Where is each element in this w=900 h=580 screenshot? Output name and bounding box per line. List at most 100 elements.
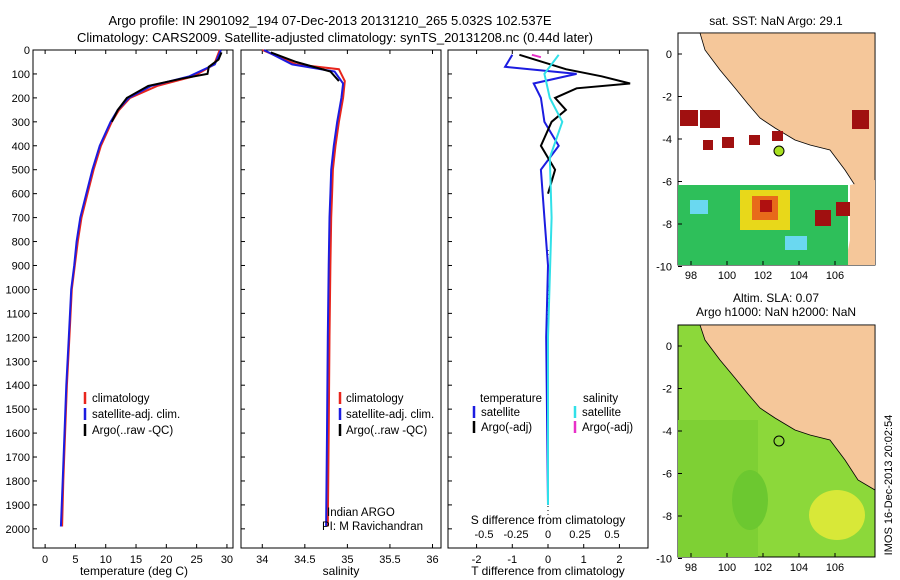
- series-line-Argo(-adj): [519, 53, 631, 194]
- y-tick-label: 1400: [6, 380, 30, 392]
- y-tick-label: 200: [12, 93, 30, 105]
- y-tick-label: 1900: [6, 500, 30, 512]
- temperature-legend: climatology satellite-adj. clim. Argo(..…: [83, 392, 180, 437]
- legend-temp-satellite: satellite: [481, 407, 520, 419]
- y-tick-label: 600: [12, 189, 30, 201]
- map-y-tick-label: -8: [662, 511, 672, 523]
- legend-temperature-title: temperature: [480, 393, 542, 405]
- series-line-satellite-adj. clim.: [263, 49, 345, 527]
- map-y-tick-label: -6: [662, 469, 672, 481]
- legend-satellite-adj: satellite-adj. clim.: [92, 409, 180, 421]
- sla-map-title-1: Altim. SLA: 0.07: [733, 291, 819, 305]
- map-y-tick-label: -2: [662, 384, 672, 396]
- x-tick-top-label: 0.5: [604, 529, 619, 541]
- x-tick-top-label: -0.5: [475, 529, 494, 541]
- x-tick-label: 30: [221, 554, 233, 566]
- map-x-tick-label: 100: [718, 562, 736, 574]
- map-x-tick-label: 100: [718, 270, 736, 282]
- x-tick-label: 20: [160, 554, 172, 566]
- map-y-tick-label: -2: [662, 92, 672, 104]
- legend-climatology: climatology: [346, 393, 404, 405]
- series-line-climatology: [261, 49, 346, 527]
- sst-map-title: sat. SST: NaN Argo: 29.1: [709, 14, 843, 28]
- y-tick-label: 0: [24, 45, 30, 57]
- x-tick-label: 0: [42, 554, 48, 566]
- sst-map-ticks: 98 100 102 104 106 0 -2 -4 -6 -8 -10: [656, 49, 844, 282]
- y-tick-label: 2000: [6, 524, 30, 536]
- legend-argo: Argo(..raw -QC): [346, 425, 427, 437]
- header-line-1: Argo profile: IN 2901092_194 07-Dec-2013…: [108, 13, 551, 28]
- map-x-tick-label: 102: [754, 270, 772, 282]
- x-tick-label: 34.5: [294, 554, 315, 566]
- series-line-Argo(..raw -QC): [270, 51, 340, 82]
- difference-xlabel-top: S difference from climatology: [471, 513, 626, 527]
- y-tick-label: 400: [12, 141, 30, 153]
- map-x-tick-label: 104: [790, 270, 808, 282]
- salinity-panel: [240, 49, 442, 549]
- legend-climatology: climatology: [92, 393, 150, 405]
- x-tick-label: -1: [507, 554, 517, 566]
- difference-legend: temperature salinity satellite Argo(-adj…: [472, 393, 633, 434]
- map-x-tick-label: 98: [685, 270, 697, 282]
- y-tick-label: 1600: [6, 428, 30, 440]
- header-line-2: Climatology: CARS2009. Satellite-adjuste…: [77, 30, 593, 45]
- y-tick-label: 1000: [6, 284, 30, 296]
- y-tick-label: 1800: [6, 476, 30, 488]
- y-tick-label: 500: [12, 165, 30, 177]
- y-tick-label: 100: [12, 69, 30, 81]
- x-tick-label: 10: [100, 554, 112, 566]
- map-y-tick-label: -4: [662, 134, 672, 146]
- x-tick-label: 35: [341, 554, 353, 566]
- sst-map: [677, 32, 876, 266]
- legend-salinity-title: salinity: [583, 393, 618, 405]
- map-y-tick-label: -6: [662, 177, 672, 189]
- chart-marks: 0 5 10 15 20 25 300100200300400500600700800900…: [6, 45, 631, 566]
- argo-location-marker: [773, 435, 785, 447]
- x-tick-label: 0: [545, 554, 551, 566]
- map-y-tick-label: 0: [666, 49, 672, 61]
- annotation-indian-argo: Indian ARGO: [327, 507, 395, 519]
- x-tick-label: 15: [130, 554, 142, 566]
- java-land: [845, 180, 875, 265]
- temperature-panel: [32, 49, 234, 549]
- x-tick-label: 5: [72, 554, 78, 566]
- map-y-tick-label: 0: [666, 341, 672, 353]
- sla-map: [677, 324, 876, 558]
- salinity-legend: climatology satellite-adj. clim. Argo(..…: [338, 392, 434, 437]
- series-line-Argo(-adj): [531, 53, 542, 59]
- x-tick-label: 34: [256, 554, 268, 566]
- footer-timestamp: IMOS 16-Dec-2013 20:02:54: [883, 415, 895, 556]
- x-tick-top-label: 0: [545, 529, 551, 541]
- x-tick-top-label: -0.25: [503, 529, 528, 541]
- map-x-tick-label: 106: [826, 270, 844, 282]
- series-line-Argo(..raw -QC): [110, 52, 223, 123]
- x-tick-top-label: 0.25: [569, 529, 590, 541]
- argo-location-marker: [773, 145, 785, 157]
- map-y-tick-label: -8: [662, 219, 672, 231]
- y-tick-label: 1300: [6, 356, 30, 368]
- y-tick-label: 900: [12, 260, 30, 272]
- x-tick-label: -2: [472, 554, 482, 566]
- x-tick-label: 2: [616, 554, 622, 566]
- legend-satellite-adj: satellite-adj. clim.: [346, 409, 434, 421]
- series-line-satellite: [543, 54, 564, 505]
- x-tick-label: 25: [191, 554, 203, 566]
- map-x-tick-label: 102: [754, 562, 772, 574]
- map-x-tick-label: 104: [790, 562, 808, 574]
- y-tick-label: 300: [12, 117, 30, 129]
- legend-temp-argo: Argo(-adj): [481, 422, 532, 434]
- difference-xlabel: T difference from climatology: [471, 564, 625, 578]
- x-tick-label: 36: [426, 554, 438, 566]
- series-line-satellite: [503, 54, 577, 505]
- y-tick-label: 1100: [6, 308, 30, 320]
- y-tick-label: 700: [12, 213, 30, 225]
- annotation-pi: PI: M Ravichandran: [322, 521, 423, 533]
- salinity-xlabel: salinity: [323, 564, 360, 578]
- map-y-tick-label: -10: [656, 554, 672, 566]
- sla-map-title-2: Argo h1000: NaN h2000: NaN: [696, 305, 856, 319]
- map-x-tick-label: 106: [826, 562, 844, 574]
- map-y-tick-label: -4: [662, 426, 672, 438]
- y-tick-label: 800: [12, 237, 30, 249]
- y-tick-label: 1200: [6, 332, 30, 344]
- series-line-climatology: [61, 49, 221, 527]
